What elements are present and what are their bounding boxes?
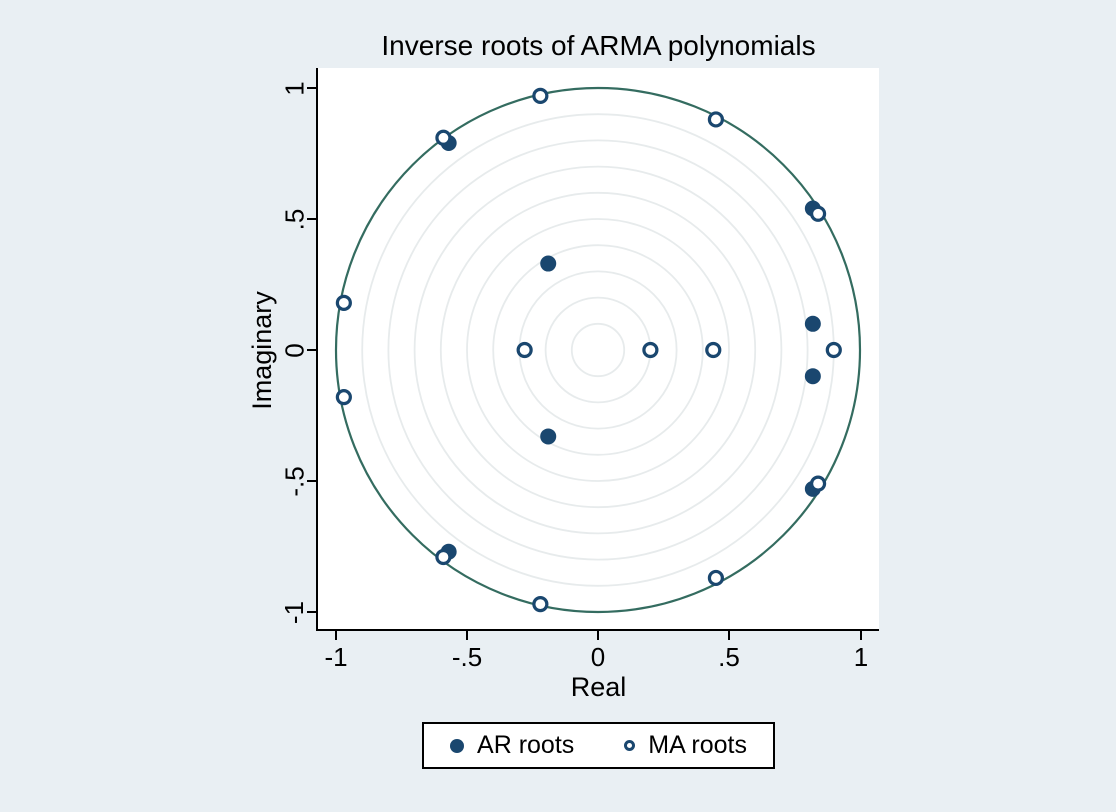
legend: AR roots MA roots [318,722,879,769]
ma-root-marker [809,475,827,492]
ma-root-marker [335,294,352,311]
ma-root-marker [435,548,452,566]
grid-circle [466,218,730,482]
ar-root-marker [540,428,557,445]
ma-root-marker [532,87,549,104]
x-tick [466,631,468,640]
y-tick-label: 1 [279,80,310,96]
x-tick [860,631,862,640]
x-tick-label: -1 [324,642,348,672]
y-axis-line [316,68,318,631]
x-tick-label: 0 [590,642,606,672]
ar-roots-marker-icon [450,738,465,753]
ma-root-marker [707,569,724,587]
ma-root-marker [335,389,352,406]
y-tick [307,218,316,220]
ma-root-marker [707,111,724,128]
y-tick-label: -1 [279,600,310,624]
ma-root-marker [435,129,452,146]
ma-root-marker [825,341,842,359]
x-axis-title: Real [570,672,627,702]
y-tick [307,480,316,482]
legend-label-ma: MA roots [648,731,747,759]
y-tick [307,87,316,89]
legend-label-ar: AR roots [477,731,575,759]
grid-circle [544,296,652,404]
x-tick-label: -.5 [451,642,483,672]
ma-roots-marker-icon [624,740,636,751]
ar-root-marker [804,368,821,385]
y-tick-label: -.5 [279,465,310,497]
ma-root-marker [809,205,827,222]
ma-root-marker [532,596,549,613]
y-tick [307,349,316,351]
grid-circle [492,244,704,456]
legend-item-ma: MA roots [624,731,747,760]
grid-circle [570,322,626,378]
grid-circle [387,139,809,561]
legend-box: AR roots MA roots [422,722,775,769]
chart-title: Inverse roots of ARMA polynomials [381,30,816,61]
legend-item-ar: AR roots [450,731,574,760]
grid-circle [361,113,835,587]
x-tick [728,631,730,640]
y-tick [307,611,316,613]
plot-area [318,68,879,629]
ar-root-marker [540,255,557,272]
grid-circle [439,191,757,509]
unit-circle-plot [334,86,862,614]
ar-root-marker [804,315,821,332]
unit-circle [334,86,862,614]
x-tick [597,631,599,640]
grid-circle [413,165,783,535]
y-tick-label: 0 [279,342,310,358]
x-tick-label: 1 [853,642,869,672]
ma-root-marker [516,341,533,359]
ma-root-marker [642,341,659,359]
x-tick [335,631,337,640]
ma-root-marker [705,341,722,359]
x-axis-line [316,629,879,631]
y-axis-title: Imaginary [246,290,277,410]
y-tick-label: .5 [279,208,310,230]
x-tick-label: .5 [718,642,740,672]
